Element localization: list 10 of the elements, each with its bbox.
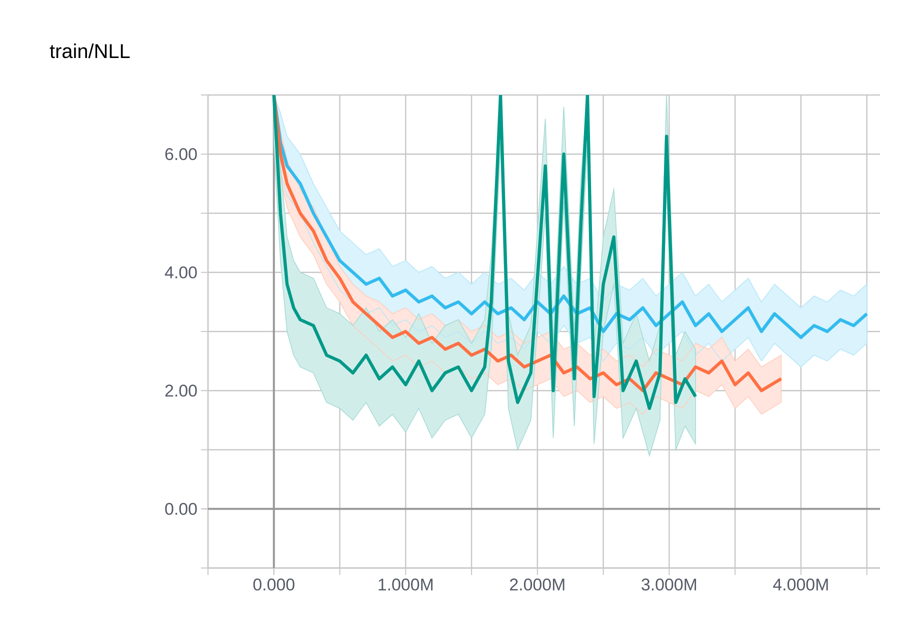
y-tick-label: 6.00: [165, 148, 197, 160]
x-tick-label: 2.000M: [510, 578, 564, 591]
y-tick-label: 2.00: [165, 384, 197, 397]
y-tick-label: 4.00: [164, 266, 197, 278]
x-tick-label: 3.000M: [642, 578, 696, 591]
chart-title: train/NLL: [50, 44, 130, 58]
y-tick-label: 0.00: [165, 502, 197, 515]
x-tick-label: 4.000M: [773, 578, 828, 591]
x-tick-label: 0.000: [253, 578, 294, 591]
x-tick-label: 1.000M: [378, 578, 432, 591]
